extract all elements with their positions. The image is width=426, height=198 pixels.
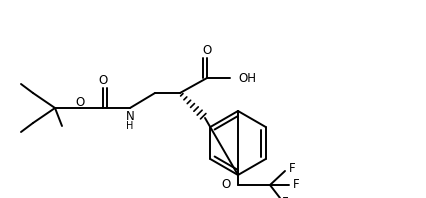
Text: O: O bbox=[75, 95, 85, 109]
Text: F: F bbox=[289, 163, 295, 175]
Text: F: F bbox=[293, 179, 299, 191]
Text: H: H bbox=[127, 121, 134, 131]
Text: O: O bbox=[222, 179, 230, 191]
Text: O: O bbox=[202, 45, 212, 57]
Text: F: F bbox=[282, 196, 288, 198]
Text: O: O bbox=[98, 74, 108, 88]
Text: N: N bbox=[126, 110, 134, 124]
Text: OH: OH bbox=[238, 71, 256, 85]
